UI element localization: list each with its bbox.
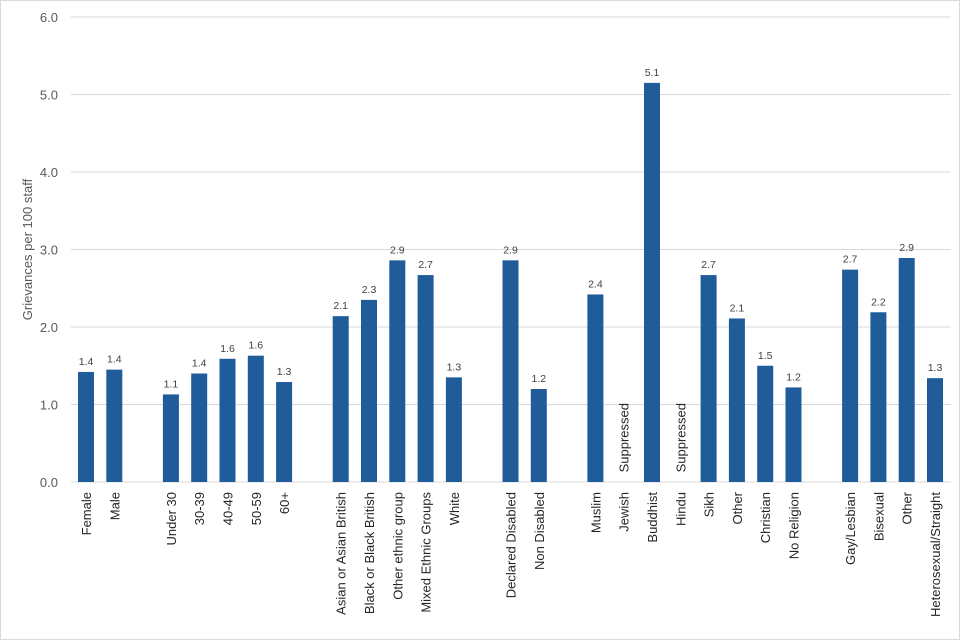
x-tick-label: Christian: [758, 492, 773, 543]
data-label: 2.7: [701, 259, 716, 271]
x-tick-label: Sikh: [702, 492, 717, 517]
data-label: 1.4: [192, 358, 207, 370]
data-label: 1.1: [164, 378, 179, 390]
bar: [162, 394, 179, 482]
bar: [276, 382, 293, 482]
x-tick-label: Male: [107, 492, 122, 520]
data-label: 2.2: [871, 296, 886, 308]
data-label: 1.5: [758, 350, 773, 362]
data-label: 1.4: [79, 356, 94, 368]
bar: [785, 387, 802, 482]
data-label: 2.7: [843, 254, 858, 266]
x-tick-label: Other: [900, 491, 915, 524]
x-tick-label: 50-59: [249, 492, 264, 525]
x-tick-label: Heterosexual/Straight: [928, 492, 943, 617]
x-tick-label: Declared Disabled: [504, 492, 519, 598]
bar: [530, 389, 547, 482]
bar: [870, 312, 887, 482]
bar: [106, 369, 123, 482]
suppressed-label: Suppressed: [673, 403, 688, 472]
x-tick-label: Hindu: [673, 492, 688, 526]
bar: [219, 358, 236, 482]
bar: [417, 275, 434, 482]
x-tick-label: Mixed Ethnic Groups: [419, 492, 434, 613]
x-tick-label: Other: [730, 491, 745, 524]
bar: [502, 260, 519, 482]
bar: [587, 294, 604, 482]
x-tick-label: Bisexual: [871, 492, 886, 541]
data-label: 1.2: [531, 373, 546, 385]
bar: [644, 82, 660, 482]
x-tick-label: Buddhist: [645, 492, 660, 543]
bar: [445, 377, 462, 482]
data-label: 1.3: [277, 366, 292, 378]
bar: [361, 299, 377, 482]
data-label: 1.2: [786, 371, 801, 383]
bar: [842, 269, 859, 482]
data-label: 2.9: [899, 242, 914, 254]
x-tick-label: White: [447, 492, 462, 525]
data-label: 5.1: [645, 67, 660, 79]
x-tick-label: Muslim: [588, 492, 603, 533]
data-label: 1.3: [928, 362, 943, 374]
x-tick-label: Female: [79, 492, 94, 535]
x-tick-label: Jewish: [617, 492, 632, 532]
bar: [332, 316, 349, 482]
data-label: 2.7: [418, 259, 433, 271]
x-tick-label: Other ethnic group: [390, 492, 405, 600]
data-label: 1.4: [107, 354, 122, 366]
data-label: 2.1: [333, 300, 348, 312]
bar: [757, 365, 774, 482]
x-tick-label: 30-39: [192, 492, 207, 525]
y-tick-label: 3.0: [40, 243, 58, 258]
x-tick-label: Non Disabled: [532, 492, 547, 570]
data-label: 2.3: [362, 284, 377, 296]
x-tick-label: Gay/Lesbian: [843, 492, 858, 565]
bar: [78, 371, 94, 482]
data-label: 2.9: [503, 244, 518, 256]
x-tick-label: 40-49: [221, 492, 236, 525]
bar: [927, 378, 943, 482]
x-tick-label: Black or Black British: [362, 492, 377, 614]
bar: [247, 355, 264, 482]
suppressed-label: Suppressed: [617, 403, 632, 472]
data-label: 2.9: [390, 244, 405, 256]
y-tick-label: 0.0: [40, 475, 58, 490]
y-tick-label: 6.0: [40, 10, 58, 25]
y-tick-label: 4.0: [40, 165, 58, 180]
x-tick-label: 60+: [277, 492, 292, 514]
data-label: 2.1: [730, 302, 745, 314]
data-label: 2.4: [588, 278, 603, 290]
bar: [728, 318, 745, 482]
data-label: 1.6: [220, 343, 235, 355]
x-tick-label: Asian or Asian British: [334, 492, 349, 615]
data-label: 1.3: [447, 361, 462, 373]
x-tick-label: Under 30: [164, 492, 179, 545]
y-tick-label: 2.0: [40, 320, 58, 335]
bar: [191, 373, 208, 482]
x-tick-label: No Religion: [787, 492, 802, 559]
y-axis-label: Grievances per 100 staff: [20, 178, 35, 320]
y-tick-label: 1.0: [40, 398, 58, 413]
bar: [898, 258, 915, 482]
data-label: 1.6: [248, 340, 263, 352]
bar: [700, 275, 717, 482]
y-tick-label: 5.0: [40, 88, 58, 103]
bar: [389, 260, 406, 482]
